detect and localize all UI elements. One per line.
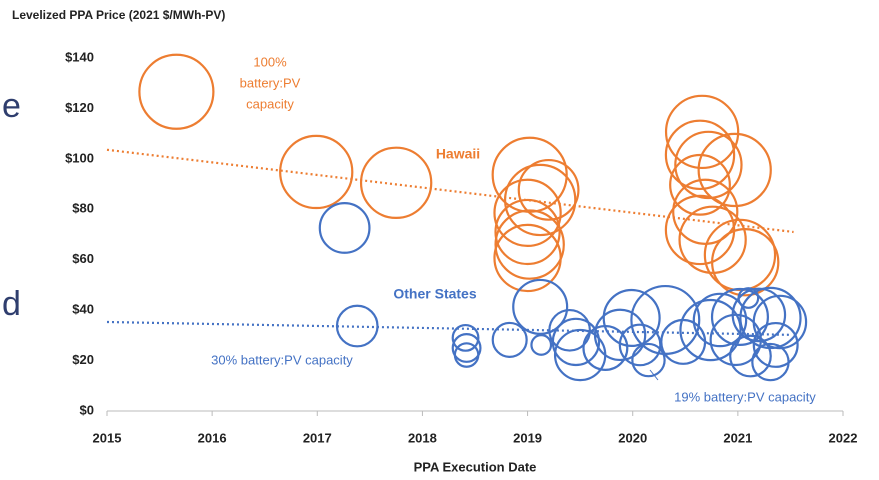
bubble: [618, 323, 662, 367]
bubble: [553, 328, 607, 382]
annotation: 100%: [253, 54, 287, 69]
x-tick-label: 2021: [723, 430, 752, 445]
bubble: [548, 308, 591, 352]
bubble: [664, 119, 736, 191]
y-tick-label: $60: [72, 251, 94, 266]
bubble: [279, 134, 354, 210]
x-tick-label: 2019: [513, 430, 542, 445]
bubble: [739, 286, 802, 350]
bubble: [503, 163, 577, 237]
bubble: [711, 228, 780, 297]
x-tick-label: 2015: [93, 430, 122, 445]
bubble: [451, 333, 482, 363]
bubble: [669, 153, 731, 216]
annotation: battery:PV: [240, 75, 301, 90]
bubble: [493, 178, 562, 248]
x-tick-label: 2022: [829, 430, 858, 445]
series-label: Other States: [393, 286, 476, 302]
bubble: [679, 298, 742, 362]
bubble: [697, 132, 772, 208]
chart-title: Levelized PPA Price (2021 $/MWh-PV): [12, 8, 225, 22]
bubble: [731, 287, 787, 343]
annotation: capacity: [246, 96, 294, 111]
bubble: [664, 94, 740, 170]
cropped-text: e: [2, 87, 21, 125]
y-tick-label: $0: [80, 402, 94, 417]
bubble: [674, 130, 743, 200]
trend-line: [106, 148, 794, 234]
y-tick-label: $40: [72, 302, 94, 317]
y-tick-label: $100: [65, 150, 94, 165]
bubble: [359, 146, 433, 220]
series-label: Hawaii: [436, 146, 480, 162]
bubble: [593, 308, 647, 362]
bubble: [530, 334, 553, 356]
bubble: [602, 288, 661, 347]
bubble: [664, 194, 736, 266]
x-tick-label: 2016: [198, 430, 227, 445]
annotation: 30% battery:PV capacity: [211, 352, 353, 367]
x-tick-label: 2017: [303, 430, 332, 445]
x-tick-label: 2018: [408, 430, 437, 445]
y-tick-label: $140: [65, 49, 94, 64]
cropped-text: d: [2, 285, 21, 323]
y-tick-label: $80: [72, 201, 94, 216]
y-tick-label: $20: [72, 352, 94, 367]
bubble: [631, 342, 666, 378]
bubble: [678, 205, 747, 274]
bubble: [494, 209, 565, 280]
bubble: [752, 294, 808, 350]
bubble: [517, 158, 580, 221]
bubble: [729, 334, 772, 378]
bubble: [751, 342, 790, 382]
x-tick-label: 2020: [618, 430, 647, 445]
bubble: [752, 321, 799, 368]
bubble: [494, 198, 561, 266]
x-axis-title: PPA Execution Date: [414, 459, 537, 474]
bubble: [710, 287, 769, 346]
bubble: [491, 321, 528, 358]
bubble: [318, 202, 371, 254]
bubble: [493, 223, 562, 293]
bubble: [672, 178, 739, 245]
annotation: 19% battery:PV capacity: [674, 389, 816, 404]
bubble: [138, 53, 215, 130]
bubble: [512, 278, 569, 335]
y-tick-label: $120: [65, 100, 94, 115]
bubble: [453, 342, 480, 368]
bubble: [451, 323, 480, 352]
bubble: [692, 292, 748, 348]
trend-line: [106, 320, 791, 336]
